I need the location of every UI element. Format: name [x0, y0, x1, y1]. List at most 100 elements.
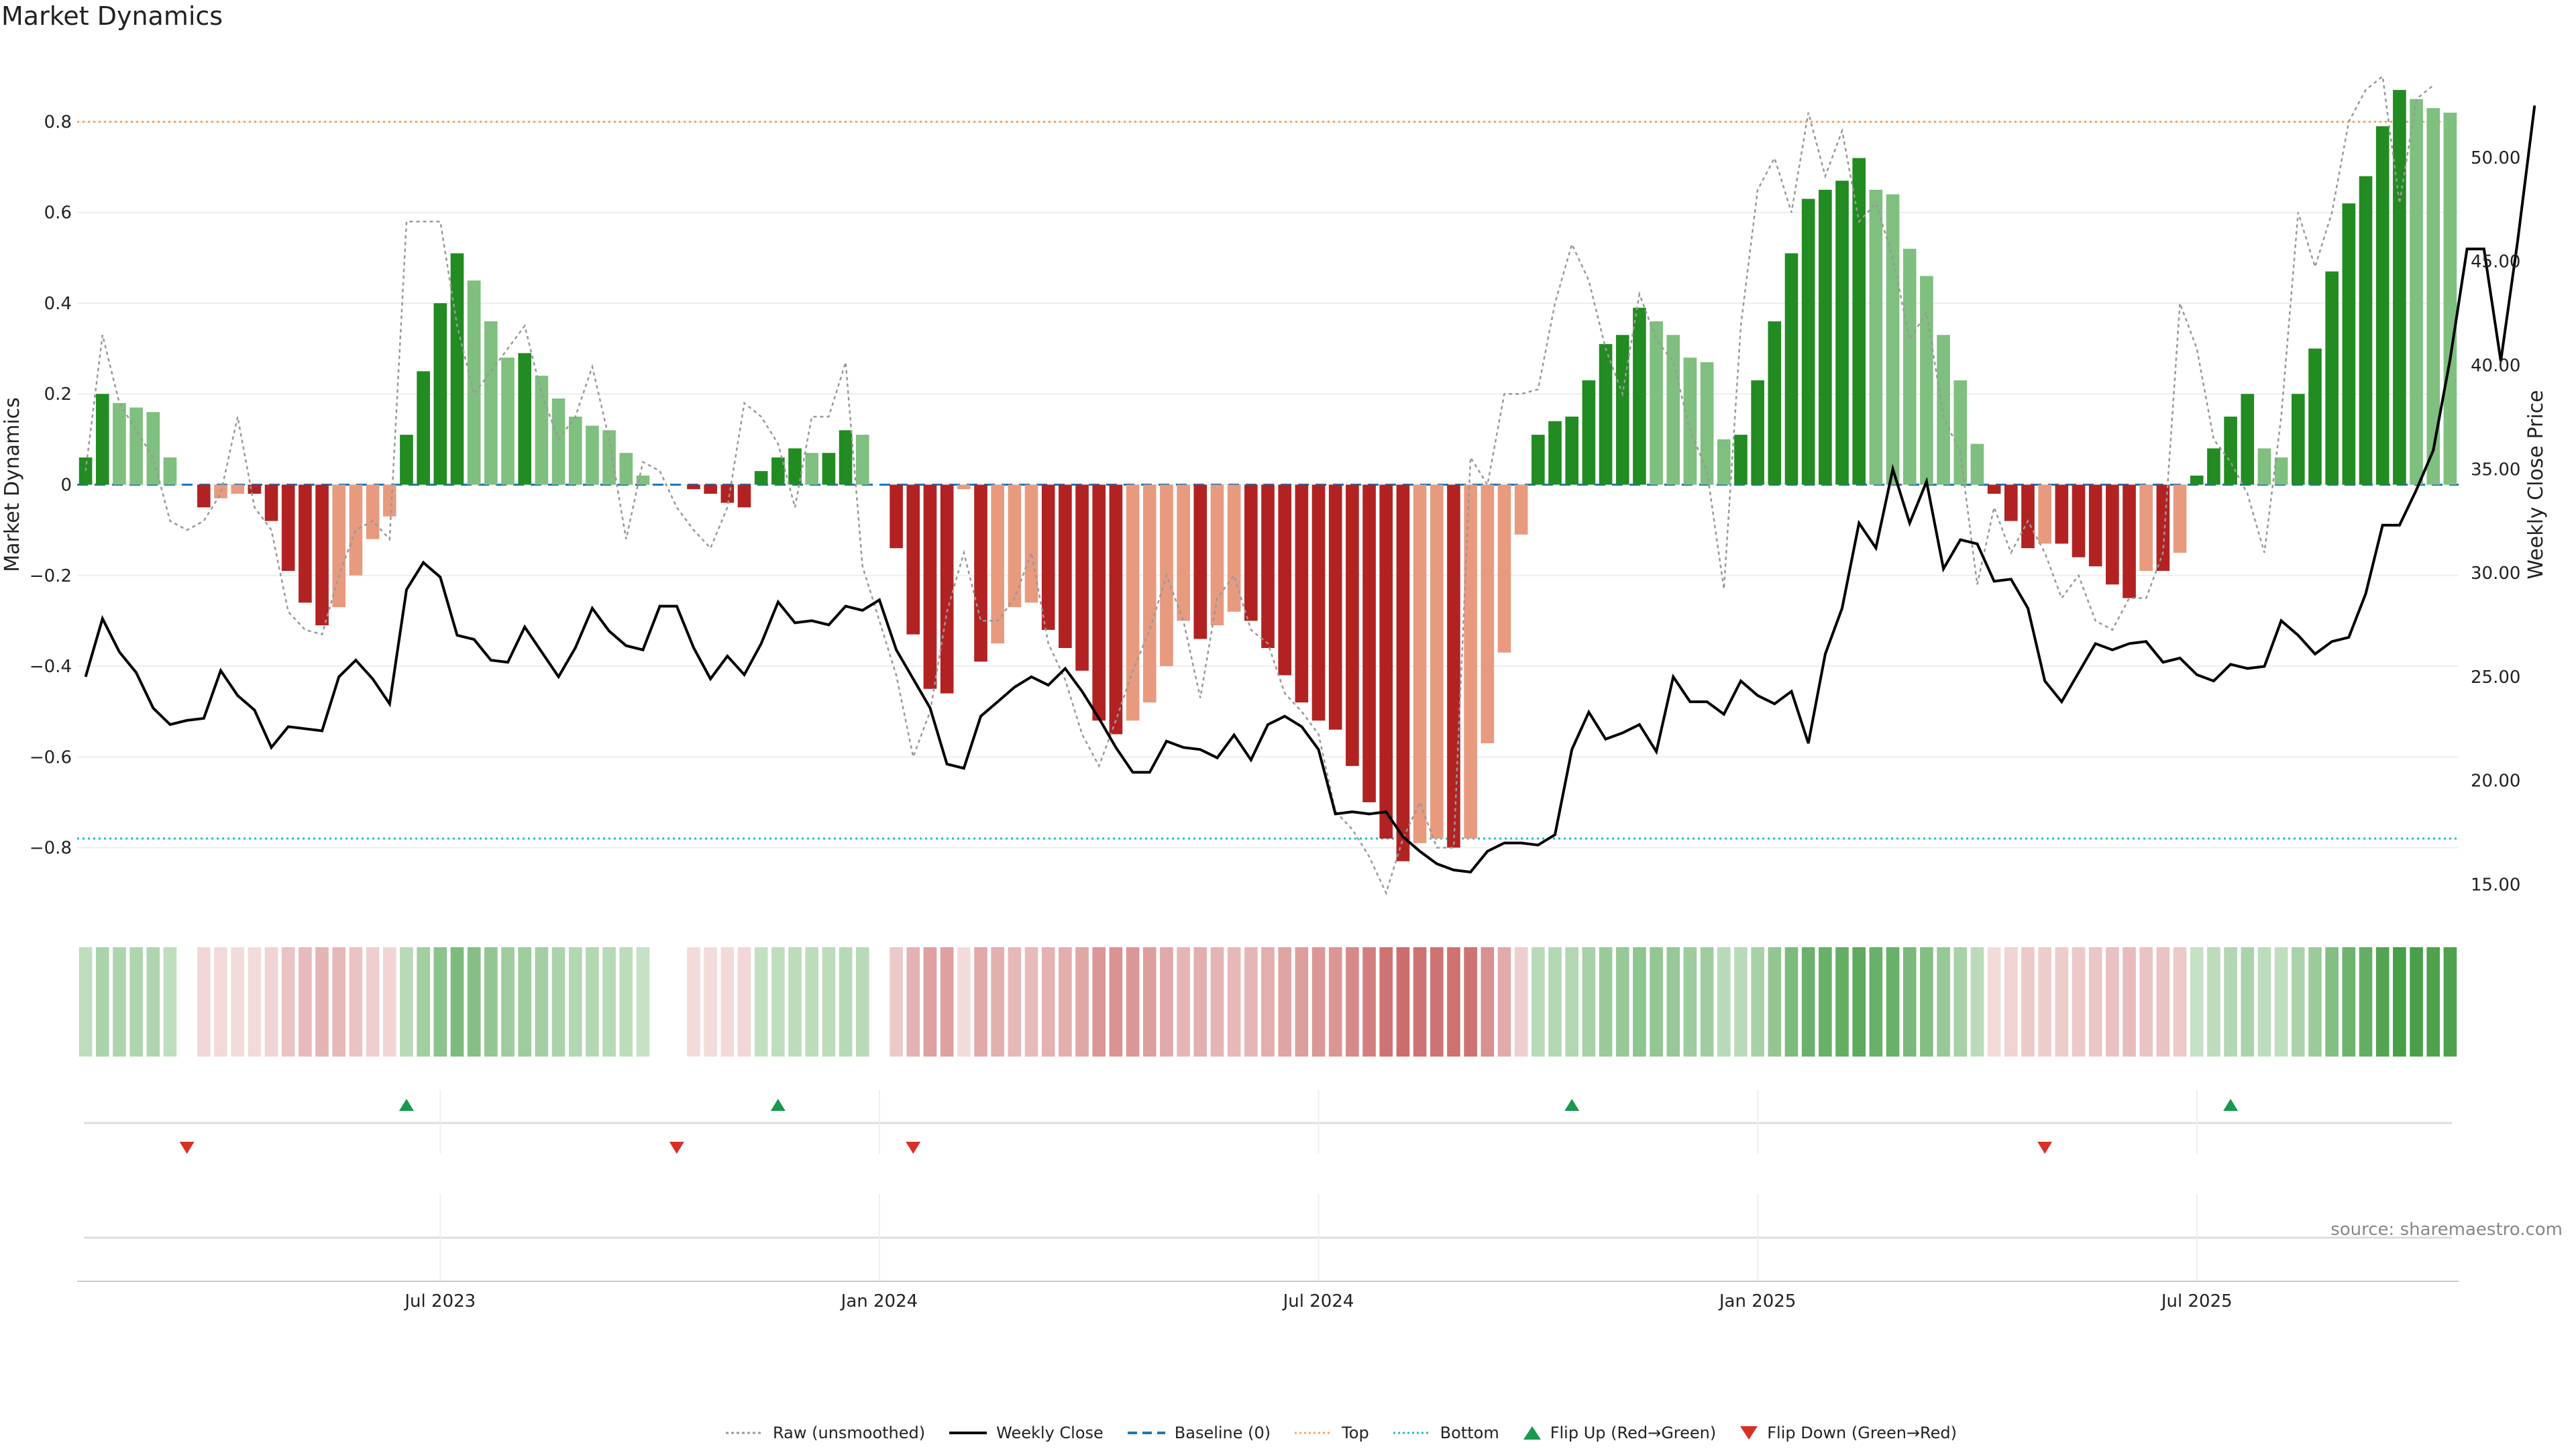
weekly-close-line [84, 105, 2536, 874]
regime-strip-cell [1346, 947, 1359, 1057]
regime-strip-cell [2241, 947, 2255, 1057]
momentum-bar [1008, 484, 1022, 608]
regime-strip-cell [1059, 947, 1072, 1057]
momentum-bar [1278, 484, 1291, 676]
momentum-bar [1481, 484, 1495, 743]
regime-strip-cell [940, 947, 954, 1057]
regime-strip-cell [1210, 947, 1224, 1057]
regime-strip-cell [382, 947, 396, 1057]
y-tick-right: 35.00 [2471, 460, 2520, 480]
momentum-bar [484, 321, 498, 485]
momentum-bar [1244, 484, 1258, 621]
momentum-bar [1599, 343, 1613, 485]
momentum-bar [855, 435, 869, 485]
momentum-bar [1109, 484, 1123, 735]
regime-strip-cell [2139, 947, 2153, 1057]
flip-down-marker [2037, 1142, 2053, 1154]
momentum-bar [349, 484, 363, 576]
y-tick-left: 0.4 [44, 294, 72, 314]
regime-strip-cell [1835, 947, 1849, 1057]
momentum-bar [400, 435, 413, 485]
regime-strip-cell [332, 947, 346, 1057]
momentum-bar [1261, 484, 1275, 648]
chart-title: Market Dynamics [1, 1, 223, 31]
legend-label-close: Weekly Close [996, 1424, 1104, 1442]
regime-strip-cell [78, 947, 93, 1057]
momentum-bar [720, 484, 735, 503]
legend-label-baseline: Baseline (0) [1174, 1424, 1271, 1442]
regime-strip-cell [1464, 947, 1477, 1057]
y-tick-right: 25.00 [2471, 667, 2520, 688]
momentum-bar [366, 484, 380, 539]
legend-item-baseline: Baseline (0) [1126, 1424, 1271, 1442]
momentum-bar [1430, 484, 1444, 839]
regime-strip-cell [2426, 947, 2440, 1057]
regime-strip-cell [1311, 947, 1326, 1057]
regime-strip-cell [2173, 947, 2187, 1057]
regime-strip-cell [1987, 947, 2001, 1057]
regime-strip-cell [923, 947, 937, 1057]
regime-strip-cell [1160, 947, 1173, 1057]
y-tick-left: 0.8 [44, 112, 72, 132]
y-tick-right: 45.00 [2471, 252, 2520, 272]
x-tick-label: Jan 2025 [1718, 1291, 1796, 1311]
regime-strip-cell [1177, 947, 1190, 1057]
regime-strip-cell [687, 947, 700, 1057]
momentum-bar [518, 353, 532, 485]
regime-strip-cell [1041, 947, 1055, 1057]
regime-strip-cell [1920, 947, 1933, 1057]
regime-strip-cell [1278, 947, 1291, 1057]
flip-up-marker [1564, 1099, 1580, 1111]
regime-strip-cell [1481, 947, 1495, 1057]
regime-strip-cell [2038, 947, 2051, 1057]
flip-down-marker [179, 1142, 195, 1154]
regime-strip-cell [720, 947, 735, 1057]
regime-strip-cell [855, 947, 869, 1057]
momentum-bar [2274, 457, 2288, 485]
regime-strip-cell [2393, 947, 2406, 1057]
raw-series-line [85, 74, 2434, 896]
regime-strip-cell [1886, 947, 1900, 1057]
y-tick-right: 30.00 [2471, 564, 2520, 584]
momentum-bar [1311, 484, 1326, 721]
regime-strip [78, 947, 2457, 1057]
momentum-bar [231, 484, 245, 494]
momentum-bar [1193, 484, 1208, 639]
regime-strip-cell [1497, 947, 1511, 1057]
regime-strip-cell [1970, 947, 1984, 1057]
momentum-bar [890, 484, 903, 549]
y-tick-right: 20.00 [2471, 771, 2520, 792]
momentum-bar [619, 453, 633, 485]
momentum-bar [1869, 189, 1883, 485]
regime-strip-cell [299, 947, 312, 1057]
regime-strip-cell [450, 947, 464, 1057]
momentum-bar [1362, 484, 1376, 802]
momentum-bar [568, 417, 582, 485]
regime-strip-cell [2055, 947, 2069, 1057]
momentum-bar [2375, 126, 2390, 485]
momentum-bar [163, 457, 177, 485]
momentum-bar [1920, 276, 1933, 485]
momentum-bar [2342, 203, 2356, 485]
regime-strip-cell [2325, 947, 2339, 1057]
regime-strip-cell [1396, 947, 1410, 1057]
regime-strip-cell [636, 947, 650, 1057]
momentum-bar [704, 484, 717, 494]
regime-strip-cell [1548, 947, 1562, 1057]
momentum-bar [1768, 321, 1782, 485]
regime-strip-cell [704, 947, 717, 1057]
momentum-bar [2393, 90, 2406, 485]
momentum-bar [940, 484, 954, 694]
flip-markers [84, 1090, 2452, 1154]
regime-strip-cell [2443, 947, 2457, 1057]
momentum-bar [2156, 484, 2170, 571]
regime-strip-cell [1937, 947, 1950, 1057]
regime-strip-cell [2375, 947, 2390, 1057]
regime-strip-cell [1261, 947, 1275, 1057]
flip-up-marker [2223, 1099, 2239, 1111]
legend-item-flip-up: Flip Up (Red→Green) [1522, 1424, 1716, 1442]
momentum-bar [687, 484, 700, 490]
regime-strip-cell [602, 947, 616, 1057]
momentum-bar [2291, 394, 2305, 485]
regime-strip-cell [1126, 947, 1140, 1057]
